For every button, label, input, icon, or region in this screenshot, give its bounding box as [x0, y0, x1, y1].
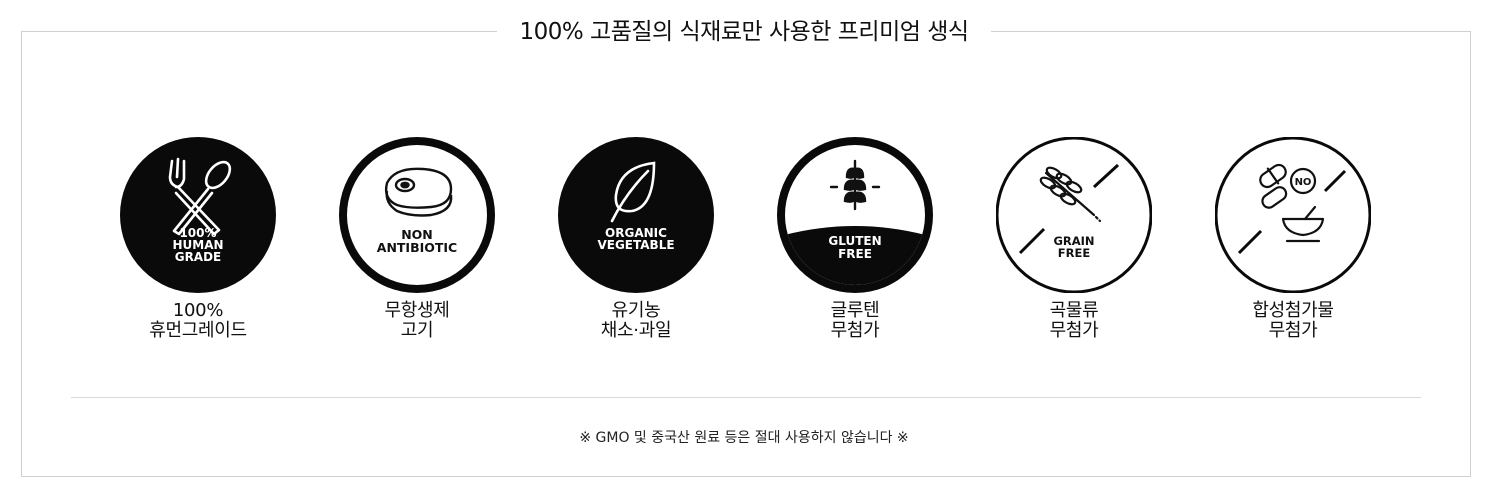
- feature-caption: 무항생제 고기: [384, 300, 450, 341]
- feature-caption: 곡물류 무첨가: [1049, 300, 1099, 341]
- fork-spoon-icon: [168, 157, 232, 236]
- svg-text:NON: NON: [401, 227, 433, 242]
- feature-caption: 합성첨가물 무첨가: [1252, 300, 1334, 341]
- grain-free-badge: GRAIN FREE: [996, 137, 1152, 293]
- no-additives-badge: NO: [1215, 137, 1371, 293]
- organic-vegetable-badge: ORGANIC VEGETABLE: [558, 137, 714, 293]
- svg-text:GRADE: GRADE: [175, 250, 222, 264]
- svg-text:FREE: FREE: [838, 247, 872, 261]
- steak-icon: [384, 167, 453, 217]
- badge-label: GLUTEN FREE: [828, 234, 881, 261]
- badge-label: ORGANIC VEGETABLE: [597, 226, 674, 252]
- human-grade-badge: 100% HUMAN GRADE: [120, 137, 276, 293]
- svg-text:VEGETABLE: VEGETABLE: [597, 238, 674, 252]
- leaf-icon: [610, 161, 656, 223]
- svg-text:GLUTEN: GLUTEN: [828, 234, 881, 248]
- badge-label: GRAIN FREE: [1053, 234, 1094, 260]
- feature-caption: 글루텐 무첨가: [830, 300, 880, 341]
- svg-text:ORGANIC: ORGANIC: [605, 226, 667, 240]
- feature-caption: 유기농 채소·과일: [600, 300, 672, 341]
- grain-icon: [1039, 166, 1102, 223]
- feature-no-additives: NO 합성첨가물 무첨가: [1183, 137, 1403, 341]
- feature-caption: 100% 휴먼그레이드: [149, 300, 247, 341]
- wheat-icon: [829, 159, 881, 211]
- svg-text:ANTIBIOTIC: ANTIBIOTIC: [377, 240, 457, 255]
- gluten-free-badge: GLUTEN FREE: [777, 137, 933, 293]
- svg-text:HUMAN: HUMAN: [172, 238, 223, 252]
- feature-human-grade: 100% HUMAN GRADE 100% 휴먼그레이드: [88, 137, 308, 341]
- feature-non-antibiotic: NON ANTIBIOTIC 무항생제 고기: [307, 137, 527, 341]
- badge-label: 100% HUMAN GRADE: [172, 226, 223, 264]
- section-title: 100% 고품질의 식재료만 사용한 프리미엄 생식: [497, 16, 991, 48]
- svg-text:GRAIN: GRAIN: [1053, 234, 1094, 248]
- badge-label: NON ANTIBIOTIC: [377, 227, 457, 255]
- no-label: NO: [1295, 177, 1312, 188]
- non-antibiotic-badge: NON ANTIBIOTIC: [339, 137, 495, 293]
- section-header: 100% 고품질의 식재료만 사용한 프리미엄 생식: [0, 16, 1488, 48]
- svg-text:FREE: FREE: [1058, 246, 1091, 260]
- feature-gluten-free: GLUTEN FREE 글루텐 무첨가: [745, 137, 965, 341]
- feature-organic-vegetable: ORGANIC VEGETABLE 유기농 채소·과일: [526, 137, 746, 341]
- divider: [71, 397, 1421, 398]
- pill-bowl-icon: [1259, 163, 1325, 243]
- svg-text:100%: 100%: [179, 226, 216, 240]
- gmo-notice: ※ GMO 및 중국산 원료 등은 절대 사용하지 않습니다 ※: [579, 430, 909, 446]
- feature-list: 100% HUMAN GRADE 100% 휴먼그레이드 NON ANTIBIO…: [0, 137, 1488, 357]
- feature-grain-free: GRAIN FREE 곡물류 무첨가: [964, 137, 1184, 341]
